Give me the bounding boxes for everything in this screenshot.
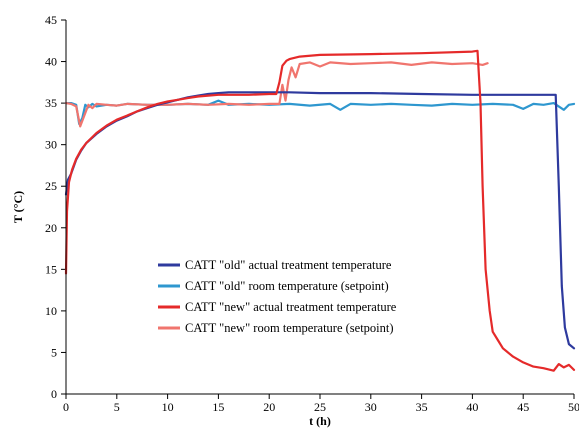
legend-label: CATT "old" room temperature (setpoint) [185,279,389,293]
y-tick-labels: 0 5 10 15 20 25 30 35 40 45 [45,13,57,401]
x-tick-label: 30 [365,400,377,414]
y-tick-label: 15 [45,262,57,276]
y-tick-label: 10 [45,304,57,318]
y-tick-label: 0 [51,387,57,401]
x-axis-title: t (h) [309,414,331,428]
x-tick-label: 15 [212,400,224,414]
y-axis-title: T (°C) [11,191,25,223]
x-tick-label: 10 [162,400,174,414]
y-tick-label: 40 [45,55,57,69]
legend-label: CATT "new" room temperature (setpoint) [185,321,394,335]
y-tick-label: 35 [45,96,57,110]
y-tick-label: 45 [45,13,57,27]
y-tick-label: 20 [45,221,57,235]
x-tick-label: 50 [568,400,579,414]
axis-ticks [61,19,575,399]
legend: CATT "old" actual treatment temperature C… [158,258,397,335]
x-tick-label: 45 [517,400,529,414]
x-tick-label: 25 [314,400,326,414]
y-tick-label: 25 [45,179,57,193]
x-tick-label: 0 [63,400,69,414]
x-tick-label: 35 [416,400,428,414]
x-tick-label: 40 [466,400,478,414]
y-tick-label: 30 [45,138,57,152]
x-tick-label: 20 [263,400,275,414]
series-new-actual-line [64,49,576,372]
y-tick-label: 5 [51,345,57,359]
series-layer [64,49,576,372]
legend-label: CATT "new" actual treatment temperature [185,300,397,314]
series-new-room-line [64,61,489,128]
x-tick-label: 5 [114,400,120,414]
legend-label: CATT "old" actual treatment temperature [185,258,392,272]
x-tick-labels: 0 5 10 15 20 25 30 35 40 45 50 [63,400,579,414]
